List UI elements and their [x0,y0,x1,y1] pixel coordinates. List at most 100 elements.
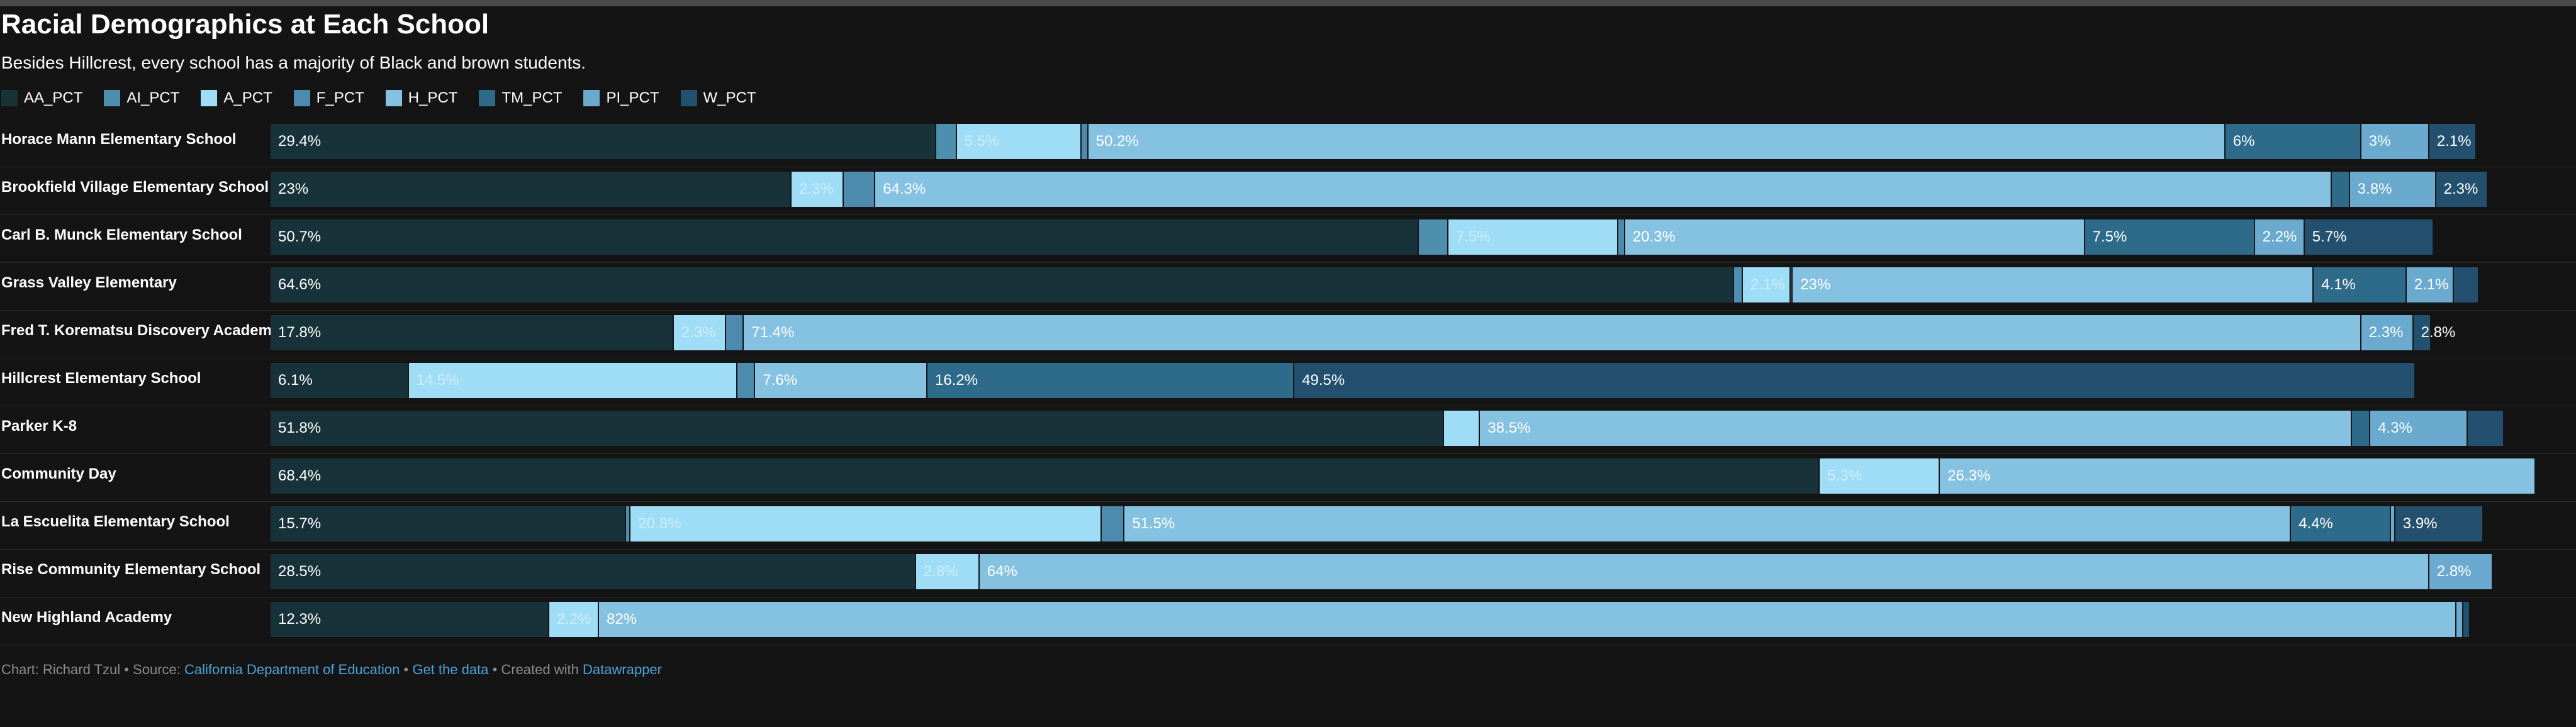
bar-segment-a-pct: 2.1% [1743,267,1791,302]
data-label: 50.2% [1095,133,1139,150]
bar-segment-a-pct: 5.5% [956,124,1082,159]
bar-segment-h-pct: 26.3% [1940,458,2536,494]
data-label: 51.8% [278,419,322,436]
legend-item-ai-pct: AI_PCT [104,89,179,107]
bar-segment-a-pct: 2.3% [792,172,844,207]
bar-segment-h-pct: 50.2% [1088,124,2226,159]
legend-item-tm-pct: TM_PCT [479,89,562,107]
bar-segment-ai-pct [1419,219,1448,255]
bar-segment-tm-pct: 6% [2225,124,2361,159]
data-label: 26.3% [1947,467,1991,484]
data-label: 3% [2368,133,2391,150]
data-label: 20.8% [638,515,681,532]
data-label: 2.1% [2436,133,2472,150]
bar-segment-w-pct [2468,411,2504,446]
bar-track: 23% 2.3% 64.3% 3.8% 2.3% [271,172,2576,207]
data-label: 2.3% [2368,324,2404,341]
data-label: 2.8% [2436,563,2472,580]
data-label: 17.8% [278,324,322,341]
bar-track: 50.7% 7.5% 20.3% 7.5% 2.2% 5.7% [271,219,2576,255]
legend-item-aa-pct: AA_PCT [1,89,82,107]
bar-segment-w-pct: 49.5% [1294,363,2416,398]
bar-track: 28.5% 2.8% 64% 2.8% [271,554,2576,589]
bar-segment-aa-pct: 12.3% [271,602,549,637]
category-label: Hillcrest Elementary School [1,370,201,387]
top-divider [0,0,2576,6]
data-label: 71.4% [751,324,795,341]
bar-segment-h-pct: 71.4% [744,315,2361,350]
bar-segment-h-pct: 82% [599,602,2456,637]
category-label: New Highland Academy [1,609,172,626]
category-label: Brookfield Village Elementary School [1,179,269,196]
legend-label: H_PCT [408,89,458,106]
bar-segment-f-pct [843,172,876,207]
bar-segment-aa-pct: 17.8% [271,315,674,350]
data-label: 2.2% [556,611,591,628]
bar-row: Horace Mann Elementary School 29.4% 5.5% 50… [0,119,2576,167]
data-label: 23% [278,180,309,197]
data-label: 20.3% [1632,228,1676,245]
bar-segment-pi-pct: 2.1% [2406,267,2455,302]
bar-row: Grass Valley Elementary 64.6% 2.1% 23% 4.1% 2… [0,263,2576,311]
data-label: 7.5% [1456,228,1491,245]
bar-segment-ai-pct [936,124,957,159]
category-label: Parker K-8 [1,418,77,435]
bar-segment-ai-pct [626,506,631,541]
chart-title: Racial Demographics at Each School [1,9,490,40]
data-label: 2.8% [924,563,958,580]
data-label: 38.5% [1487,419,1531,436]
bar-segment-h-pct: 7.6% [755,363,927,398]
data-label: 2.2% [2262,228,2297,245]
bar-row: Fred T. Korematsu Discovery Academy 17.8%… [0,311,2576,358]
legend-item-pi-pct: PI_PCT [583,89,659,107]
bar-segment-pi-pct [2456,602,2463,637]
bar-segment-tm-pct: 4.4% [2291,506,2391,541]
bar-segment-w-pct [2454,267,2479,302]
bar-track: 15.7% 20.8% 51.5% 4.4% 3.9% [271,506,2576,541]
data-label: 2.1% [1750,276,1785,293]
data-label: 7.6% [763,372,798,389]
data-label: 82% [607,611,637,628]
bar-row: Rise Community Elementary School 28.5% 2.8… [0,550,2576,597]
data-label: 5.7% [2312,228,2347,245]
bar-segment-pi-pct: 2.3% [2361,315,2414,350]
bar-segment-h-pct: 20.3% [1625,219,2085,255]
bar-segment-f-pct [1102,506,1125,541]
bar-segment-f-pct [737,363,756,398]
data-label: 3.8% [2357,180,2392,197]
legend-swatch [1,90,18,106]
get-data-link[interactable]: Get the data [412,662,489,677]
data-label: 2.3% [2443,180,2478,197]
source-link[interactable]: California Department of Education [184,662,400,677]
bar-segment-aa-pct: 50.7% [271,219,1420,255]
bar-segment-aa-pct: 51.8% [271,411,1444,446]
bar-segment-w-pct: 5.7% [2304,219,2434,255]
bar-segment-a-pct: 2.8% [916,554,980,589]
data-label: 68.4% [278,467,322,484]
data-label: 6% [2232,133,2255,150]
legend-item-a-pct: A_PCT [201,89,272,107]
data-label: 51.5% [1132,515,1175,532]
bar-segment-h-pct: 64% [979,554,2429,589]
bar-segment-tm-pct: 16.2% [927,363,1295,398]
bar-segment-tm-pct: 4.1% [2314,267,2407,302]
bar-segment-a-pct: 7.5% [1448,219,1618,255]
data-label: 49.5% [1302,372,1345,389]
footer-created-with: • Created with [488,662,583,677]
legend-swatch [293,90,310,106]
bar-row: Carl B. Munck Elementary School 50.7% 7.5%… [0,215,2576,263]
bar-segment-tm-pct [2332,172,2350,207]
footer-sep: • [400,662,413,677]
data-label: 4.4% [2299,515,2333,532]
legend-swatch [680,90,697,106]
bar-segment-a-pct [1443,411,1481,446]
data-label: 29.4% [278,133,322,150]
data-label: 2.3% [681,324,716,341]
bar-segment-pi-pct: 4.3% [2370,411,2468,446]
bar-segment-pi-pct: 3% [2361,124,2429,159]
legend-label: AA_PCT [24,89,83,106]
datawrapper-link[interactable]: Datawrapper [582,662,662,677]
bar-row: Brookfield Village Elementary School 23% 2… [0,167,2576,215]
data-label: 16.2% [935,372,978,389]
data-label: 7.5% [2092,228,2127,245]
